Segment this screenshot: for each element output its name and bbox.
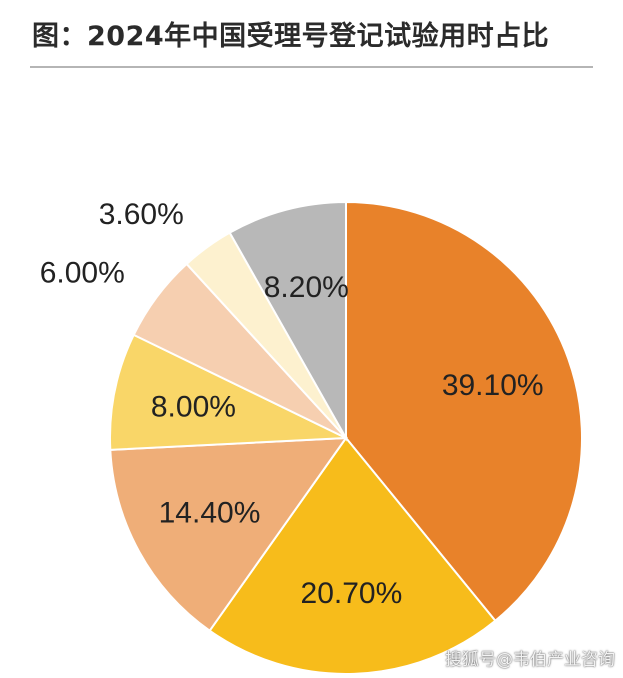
watermark: 搜狐号@韦伯产业咨询 bbox=[445, 650, 615, 670]
pie-slices bbox=[109, 200, 583, 675]
pie-slice-7 bbox=[228, 200, 347, 442]
pie-labels: 39.10% 20.70% 14.40% 8.00% 6.00% 3.60% 8.20% bbox=[40, 198, 544, 610]
pie-slice-1 bbox=[345, 200, 583, 623]
pie-slice-2 bbox=[208, 436, 497, 675]
pie-label-7: 8.20% bbox=[264, 271, 349, 304]
pie-label-5: 6.00% bbox=[40, 257, 125, 290]
chart-title: 图：2024年中国受理号登记试验用时占比 bbox=[32, 21, 550, 52]
pie-label-2: 20.70% bbox=[301, 577, 403, 610]
pie-label-3: 14.40% bbox=[159, 497, 261, 530]
pie-slice-4 bbox=[109, 333, 347, 451]
pie-label-4: 8.00% bbox=[151, 390, 236, 423]
pie-label-6: 3.60% bbox=[99, 198, 184, 231]
pie-slice-3 bbox=[109, 436, 349, 633]
title-divider bbox=[30, 66, 593, 68]
pie-label-1: 39.10% bbox=[442, 369, 544, 402]
